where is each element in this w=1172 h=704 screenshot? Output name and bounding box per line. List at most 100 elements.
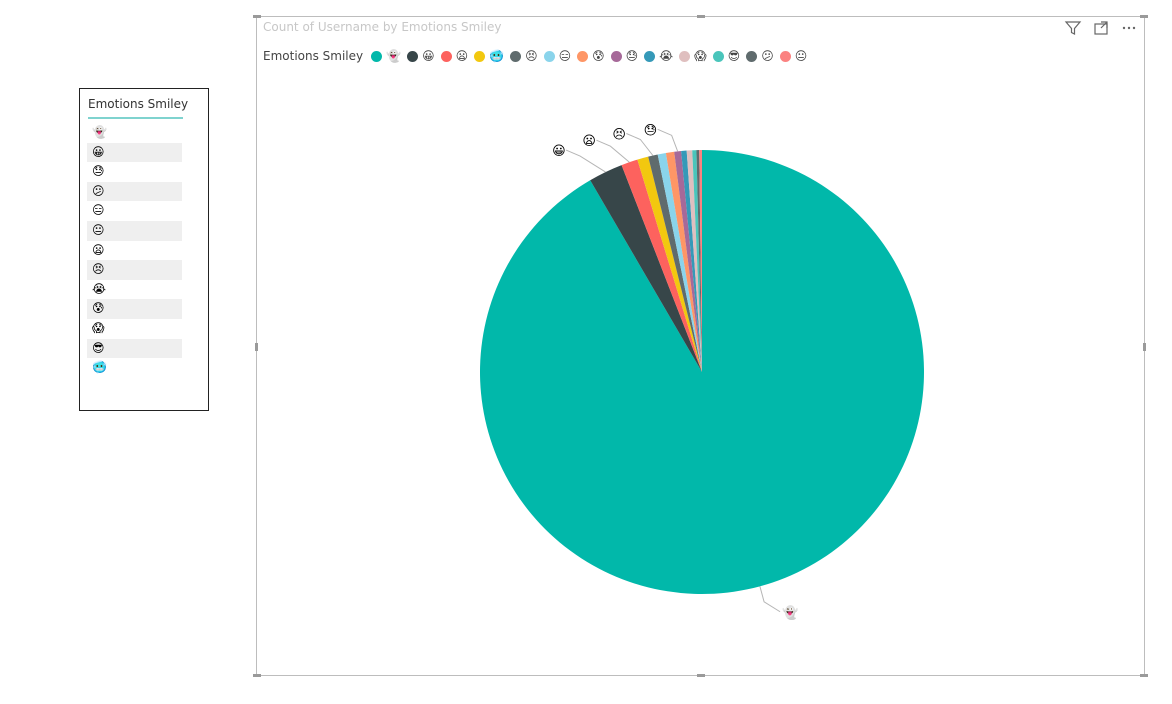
legend-label: 👻	[386, 49, 402, 63]
data-label-leader	[596, 139, 630, 163]
legend-item[interactable]: 😰	[577, 50, 605, 62]
legend-marker	[712, 50, 724, 62]
slicer-item-label: 😓	[92, 164, 105, 179]
focus-mode-icon[interactable]	[1092, 19, 1110, 37]
data-label-leader	[626, 133, 654, 156]
legend-label: 😦	[455, 49, 469, 63]
slicer-list: 👻 😀 😓 😕 😑 😐 😦 😣 😭 😰 😱 😎 🥶	[87, 123, 182, 378]
pie-slice[interactable]	[590, 165, 702, 372]
slicer-item-label: 👻	[92, 125, 107, 139]
pie-slice[interactable]	[692, 150, 702, 372]
data-label: 😣	[612, 127, 626, 142]
slicer-item[interactable]: 🥶	[87, 358, 182, 378]
legend-item[interactable]: 👻	[371, 50, 401, 62]
legend-marker	[440, 50, 452, 62]
pie-slice[interactable]	[699, 150, 702, 372]
legend-label: 😎	[727, 49, 741, 63]
slicer-item[interactable]: 😦	[87, 241, 182, 261]
slicer-item[interactable]: 😑	[87, 201, 182, 221]
legend-item[interactable]: 😎	[712, 49, 741, 63]
data-label-leader	[565, 149, 606, 173]
slicer-item-label: 🥶	[92, 360, 107, 375]
legend-item[interactable]: 😦	[440, 49, 469, 63]
legend-item[interactable]: 😣	[510, 50, 538, 62]
slicer-item-label: 😐	[92, 222, 105, 237]
slicer-item-label: 😰	[92, 301, 105, 316]
data-label-leader	[759, 586, 781, 613]
legend-marker	[371, 50, 383, 62]
slicer-title: Emotions Smiley	[88, 97, 188, 119]
legend-marker	[407, 50, 419, 62]
legend-marker	[510, 50, 522, 62]
legend-marker	[543, 50, 555, 62]
slicer-item-label: 😭	[92, 281, 107, 296]
pie-slice[interactable]	[480, 150, 925, 595]
legend-item[interactable]: 🥶	[474, 50, 504, 62]
slicer-item[interactable]: 😎	[87, 338, 182, 359]
legend-item[interactable]: 😀	[407, 50, 435, 62]
slicer-item[interactable]: 😐	[87, 220, 182, 241]
legend-item[interactable]: 😱	[679, 50, 707, 62]
legend-item[interactable]: 😭	[644, 50, 673, 62]
slicer-item[interactable]: 😰	[87, 299, 182, 319]
pie-chart-visual[interactable]: Count of Username by Emotions Smiley Emo…	[253, 15, 1148, 677]
resize-handle-bottom[interactable]	[697, 674, 705, 677]
pie-slice[interactable]	[681, 150, 702, 372]
legend-label: 😀	[422, 49, 435, 63]
slicer-item[interactable]: 😱	[87, 319, 182, 339]
pie-chart: 👻 😀 😦 😣 😓	[480, 123, 925, 621]
slicer-item-label: 😣	[92, 262, 105, 277]
resize-handle-bottom-right[interactable]	[1140, 674, 1148, 677]
legend-label: 😐	[794, 49, 808, 63]
slicer-item-label: 😕	[92, 183, 105, 198]
data-label: 😀	[552, 144, 566, 159]
filter-icon[interactable]	[1064, 19, 1082, 37]
legend-marker	[679, 50, 691, 62]
emotions-slicer: Emotions Smiley 👻 😀 😓 😕 😑 😐 😦 😣 😭 😰 😱 😎 🥶	[79, 88, 209, 411]
resize-handle-right[interactable]	[1143, 343, 1146, 351]
chart-legend: Emotions Smiley 👻 😀 😦 🥶 😣 😑 😰 😓 😭 😱 😎 😕 😐	[263, 48, 813, 64]
slicer-item-label: 😎	[92, 340, 105, 355]
legend-label: 🥶	[489, 49, 505, 63]
resize-handle-top-left[interactable]	[253, 15, 261, 18]
legend-item[interactable]: 😐	[779, 49, 808, 63]
legend-label: 😕	[761, 49, 774, 63]
slicer-item[interactable]: 😀	[87, 142, 182, 163]
pie-slice[interactable]	[637, 156, 702, 372]
legend-marker	[746, 50, 758, 62]
legend-label: 😭	[659, 49, 674, 63]
visual-title: Count of Username by Emotions Smiley	[263, 20, 502, 34]
more-options-icon[interactable]	[1120, 19, 1138, 37]
legend-label: 😑	[558, 49, 572, 63]
legend-label: 😣	[525, 49, 538, 63]
data-label: 😦	[582, 134, 596, 149]
legend-label: 😱	[694, 49, 707, 63]
legend-label: 😰	[592, 49, 605, 63]
slicer-item[interactable]: 😭	[87, 280, 182, 300]
legend-marker	[644, 50, 656, 62]
visual-toolbar	[1064, 19, 1138, 37]
slicer-item-label: 😑	[92, 203, 105, 218]
pie-slice[interactable]	[665, 151, 702, 372]
legend-title: Emotions Smiley	[263, 49, 364, 63]
slicer-item[interactable]: 👻	[87, 123, 182, 143]
data-label: 👻	[782, 604, 798, 621]
slicer-item[interactable]: 😓	[87, 162, 182, 182]
slicer-item-label: 😀	[92, 144, 105, 159]
slicer-item[interactable]: 😣	[87, 260, 182, 280]
legend-label: 😓	[625, 49, 639, 63]
pie-slice[interactable]	[657, 152, 702, 372]
pie-slice[interactable]	[696, 150, 702, 372]
resize-handle-left[interactable]	[255, 343, 258, 351]
resize-handle-top-right[interactable]	[1140, 15, 1148, 18]
slicer-item[interactable]: 😕	[87, 181, 182, 202]
pie-slice[interactable]	[686, 150, 702, 372]
pie-slice[interactable]	[648, 154, 702, 372]
resize-handle-bottom-left[interactable]	[253, 674, 261, 677]
legend-item[interactable]: 😑	[543, 49, 572, 63]
legend-item[interactable]: 😕	[746, 50, 774, 62]
pie-slice[interactable]	[621, 159, 702, 372]
legend-item[interactable]: 😓	[610, 49, 639, 63]
pie-slice[interactable]	[674, 150, 702, 372]
resize-handle-top[interactable]	[697, 15, 705, 18]
